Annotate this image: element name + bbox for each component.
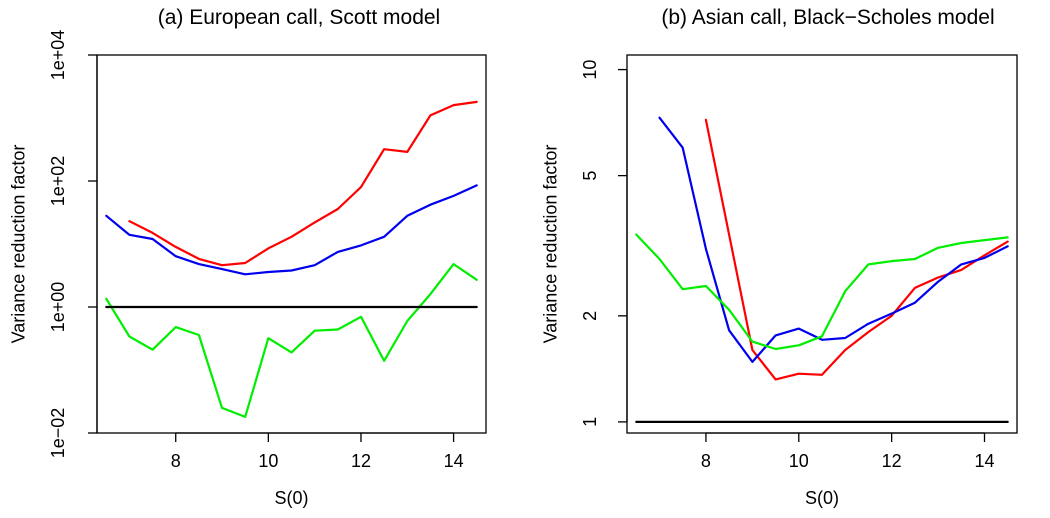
x-tick-label: 14	[974, 451, 994, 471]
y-tick-label: 1e+02	[48, 156, 68, 207]
blue-series-line	[658, 116, 1009, 363]
x-tick-label: 10	[258, 451, 278, 471]
green-series-line	[635, 233, 1009, 351]
y-tick-label: 1e+04	[48, 30, 68, 81]
x-axis-label: S(0)	[805, 488, 839, 508]
chart-title: (b) Asian call, Black−Scholes model	[661, 6, 994, 29]
chart-title: (a) European call, Scott model	[158, 6, 440, 29]
y-tick-label: 2	[580, 311, 600, 321]
x-axis-label: S(0)	[274, 488, 308, 508]
green-series-line	[105, 263, 478, 418]
y-tick-label: 1e−02	[48, 408, 68, 459]
red-series-line	[704, 118, 1009, 381]
y-tick-label: 5	[580, 171, 600, 181]
plot-frame	[96, 54, 487, 434]
y-tick-label: 1	[580, 417, 600, 427]
blue-series-line	[105, 184, 478, 276]
x-tick-label: 8	[701, 451, 711, 471]
y-tick-label: 1e+00	[48, 282, 68, 333]
y-tick-label: 10	[580, 60, 600, 80]
x-tick-label: 8	[171, 451, 181, 471]
red-series-line	[128, 100, 478, 267]
x-tick-label: 10	[789, 451, 809, 471]
x-tick-label: 14	[444, 451, 464, 471]
x-tick-label: 12	[882, 451, 902, 471]
y-axis-label: Variance reduction factor	[8, 145, 28, 344]
x-tick-label: 12	[351, 451, 371, 471]
y-axis-label: Variance reduction factor	[540, 145, 560, 344]
chart-panel-a: (a) European call, Scott model 8 10 12 14 1e−…	[8, 6, 487, 508]
